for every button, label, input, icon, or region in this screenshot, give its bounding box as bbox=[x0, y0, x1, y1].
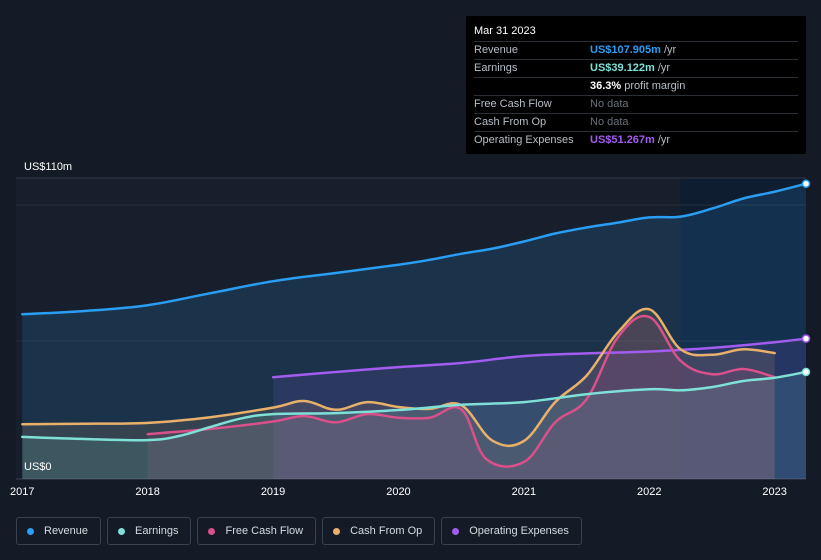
legend-item-cash-from-op[interactable]: Cash From Op bbox=[322, 517, 436, 545]
earnings-area bbox=[22, 372, 807, 479]
tooltip-value: No data bbox=[590, 98, 629, 110]
operating-expenses-area bbox=[273, 338, 807, 479]
tooltip-unit: profit margin bbox=[624, 80, 686, 92]
revenue-dot-icon bbox=[27, 527, 34, 535]
revenue-line bbox=[21, 182, 808, 316]
tooltip-value: No data bbox=[590, 116, 629, 128]
earnings-dot-icon bbox=[118, 527, 126, 535]
y-label-top: US$110m bbox=[24, 161, 72, 173]
legend-label: Cash From Op bbox=[350, 525, 423, 537]
free-cash-flow-line bbox=[146, 314, 776, 468]
tooltip-value: 36.3% bbox=[590, 80, 622, 92]
tooltip: Mar 31 2023 Revenue US$107.905m /yr Earn… bbox=[466, 16, 806, 154]
series-lines bbox=[21, 182, 808, 468]
y-label-bottom: US$0 bbox=[24, 461, 52, 473]
x-tick-label: 2022 bbox=[637, 486, 661, 498]
tooltip-label bbox=[474, 78, 590, 95]
tooltip-label: Earnings bbox=[474, 62, 518, 74]
tooltip-label: Operating Expenses bbox=[474, 134, 574, 146]
earnings-line bbox=[21, 370, 808, 442]
legend-label: Free Cash Flow bbox=[225, 525, 304, 537]
tooltip-unit: /yr bbox=[657, 134, 671, 146]
legend-item-free-cash-flow[interactable]: Free Cash Flow bbox=[197, 517, 317, 545]
series-end-markers bbox=[801, 179, 811, 377]
legend-label: Revenue bbox=[44, 525, 89, 537]
tooltip-date: Mar 31 2023 bbox=[474, 25, 536, 37]
legend-item-operating-expenses[interactable]: Operating Expenses bbox=[441, 517, 582, 545]
tooltip-row-free-cash-flow: Free Cash Flow No data bbox=[474, 95, 798, 113]
revenue-end-marker bbox=[801, 179, 811, 188]
tooltip-row-operating-expenses: Operating Expenses US$51.267m /yr bbox=[474, 131, 798, 149]
tooltip-row-earnings: Earnings US$39.122m /yr bbox=[474, 59, 798, 77]
cash-from-op-area bbox=[22, 308, 775, 479]
x-tick-label: 2020 bbox=[386, 486, 410, 498]
tooltip-label: Free Cash Flow bbox=[474, 98, 552, 110]
legend: Revenue Earnings Free Cash Flow Cash Fro… bbox=[16, 517, 582, 545]
tooltip-label: Revenue bbox=[474, 44, 519, 56]
x-tick-label: 2021 bbox=[512, 486, 536, 498]
legend-item-revenue[interactable]: Revenue bbox=[16, 517, 102, 545]
series-areas bbox=[22, 183, 807, 479]
tooltip-value: US$107.905m bbox=[590, 44, 661, 56]
revenue-area bbox=[22, 183, 807, 479]
forecast-region-shade bbox=[680, 178, 806, 479]
x-axis-ticks: 2017 2018 2019 2020 2021 2022 2023 bbox=[10, 486, 787, 498]
tooltip-value: US$51.267m bbox=[590, 134, 655, 146]
tooltip-row-margin: 36.3% profit margin bbox=[474, 77, 798, 95]
legend-label: Operating Expenses bbox=[469, 525, 569, 537]
legend-label: Earnings bbox=[135, 525, 179, 537]
earnings-end-marker bbox=[801, 367, 811, 377]
tooltip-value: US$39.122m bbox=[590, 62, 655, 74]
x-tick-label: 2018 bbox=[135, 486, 159, 498]
tooltip-unit: /yr bbox=[663, 44, 677, 56]
free-cash-flow-dot-icon bbox=[208, 527, 216, 535]
operating-expenses-line bbox=[271, 337, 808, 379]
x-tick-label: 2019 bbox=[261, 486, 285, 498]
x-tick-label: 2023 bbox=[762, 486, 786, 498]
legend-item-earnings[interactable]: Earnings bbox=[107, 517, 192, 545]
operating-expenses-dot-icon bbox=[452, 527, 460, 535]
tooltip-row-cash-from-op: Cash From Op No data bbox=[474, 113, 798, 131]
tooltip-label: Cash From Op bbox=[474, 116, 547, 128]
tooltip-unit: /yr bbox=[657, 62, 671, 74]
tooltip-row-revenue: Revenue US$107.905m /yr bbox=[474, 41, 798, 59]
past-region-shade bbox=[16, 178, 681, 479]
free-cash-flow-area bbox=[147, 316, 775, 479]
cash-from-op-dot-icon bbox=[333, 527, 341, 535]
x-tick-label: 2017 bbox=[10, 486, 34, 498]
operating-expenses-end-marker bbox=[801, 334, 811, 343]
